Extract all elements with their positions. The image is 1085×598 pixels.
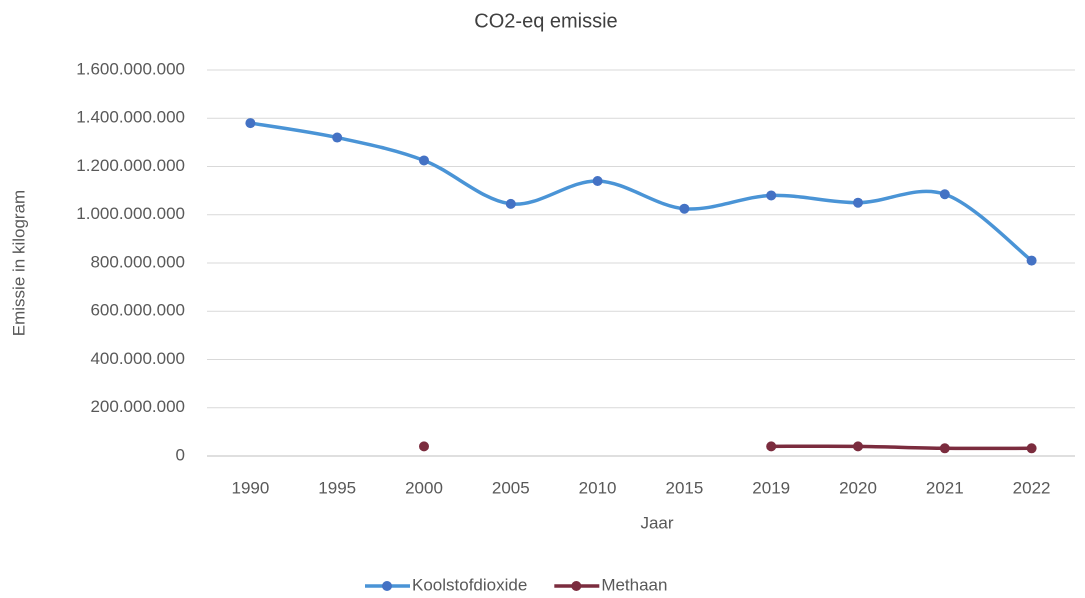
legend-marker	[571, 581, 582, 591]
point	[766, 441, 777, 452]
x-tick-label: 1995	[318, 478, 356, 497]
x-tick-label: 2022	[1013, 478, 1051, 497]
point	[419, 441, 429, 452]
y-tick-label: 0	[176, 445, 185, 464]
chart-title: CO2-eq emissie	[474, 10, 617, 32]
point	[1026, 443, 1037, 454]
series-line	[248, 121, 1034, 263]
point	[419, 155, 429, 166]
point	[592, 175, 603, 186]
series-line	[769, 444, 1034, 451]
y-tick-label: 800.000.000	[90, 252, 185, 271]
x-tick-label: 2005	[492, 478, 530, 497]
x-tick-label: 2015	[665, 478, 703, 497]
x-tick-label: 2010	[579, 478, 617, 497]
legend-label: Methaan	[601, 575, 667, 594]
x-tick-label: 2019	[752, 478, 790, 497]
point	[853, 197, 863, 208]
y-tick-label: 600.000.000	[90, 301, 185, 320]
point	[1026, 255, 1037, 266]
point	[939, 189, 950, 200]
y-tick-label: 1.200.000.000	[76, 156, 185, 175]
x-tick-label: 2000	[405, 478, 443, 497]
y-axis-label: Emissie in kilogram	[9, 190, 28, 336]
legend-label: Koolstofdioxide	[412, 575, 527, 594]
point	[679, 203, 690, 214]
x-tick-label: 2021	[926, 478, 964, 497]
legend-marker	[382, 581, 392, 591]
y-tick-label: 1.400.000.000	[76, 108, 185, 127]
point	[505, 198, 516, 209]
y-tick-label: 400.000.000	[90, 349, 185, 368]
y-tick-label: 1.000.000.000	[76, 204, 185, 223]
point	[853, 441, 863, 452]
x-tick-label: 1990	[231, 478, 269, 497]
y-tick-label: 200.000.000	[90, 397, 185, 416]
y-tick-label: 1.600.000.000	[76, 59, 185, 78]
point	[245, 118, 256, 129]
point	[332, 132, 343, 143]
x-tick-label: 2020	[839, 478, 877, 497]
point	[766, 190, 777, 201]
x-axis-label: Jaar	[640, 513, 673, 532]
point	[939, 443, 950, 454]
